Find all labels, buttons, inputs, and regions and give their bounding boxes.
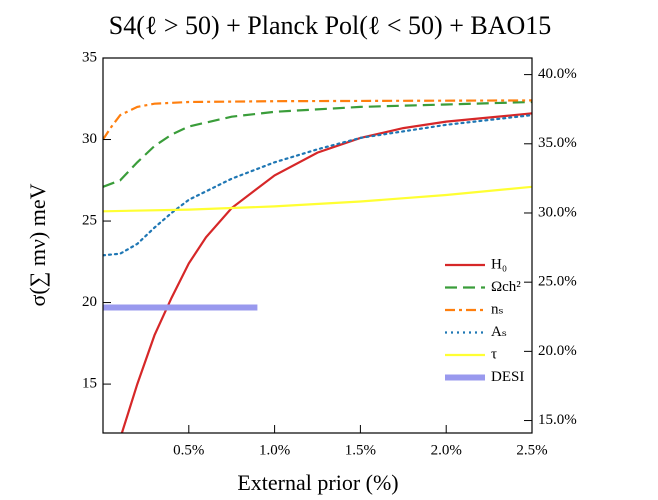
legend-label: nₛ: [491, 301, 504, 317]
x-tick-label: 1.0%: [259, 442, 290, 458]
y2-tick-label: 30.0%: [538, 204, 577, 220]
series-line: [103, 99, 532, 141]
y2-tick-label: 15.0%: [538, 412, 577, 428]
series-line: [103, 114, 532, 257]
x-axis-label: External prior (%): [237, 470, 398, 495]
plot-frame: [102, 57, 533, 434]
legend-label: τ: [491, 346, 497, 362]
legend-label: Aₛ: [491, 324, 507, 340]
y2-tick-label: 40.0%: [538, 66, 577, 82]
legend-label: H₀: [491, 256, 507, 272]
series-line: [120, 112, 532, 433]
y-tick-label: 15: [82, 376, 97, 392]
y-tick-label: 35: [82, 49, 97, 65]
y-axis-label: σ(∑ mν) meV: [25, 183, 50, 306]
series-line: [103, 100, 532, 188]
x-tick-label: 2.5%: [516, 442, 547, 458]
x-tick-label: 0.5%: [173, 442, 204, 458]
y-tick-label: 20: [82, 294, 97, 310]
y-tick-label: 30: [82, 131, 97, 147]
y2-tick-label: 20.0%: [538, 343, 577, 359]
chart-title: S4(ℓ > 50) + Planck Pol(ℓ < 50) + BAO15: [109, 11, 552, 40]
x-tick-label: 2.0%: [431, 442, 462, 458]
legend-label: Ωch²: [491, 279, 521, 295]
y2-tick-label: 25.0%: [538, 274, 577, 290]
y-tick-label: 25: [82, 212, 97, 228]
x-tick-label: 1.5%: [345, 442, 376, 458]
y2-tick-label: 35.0%: [538, 135, 577, 151]
series-line: [103, 185, 532, 213]
legend-label: DESI: [491, 369, 524, 385]
